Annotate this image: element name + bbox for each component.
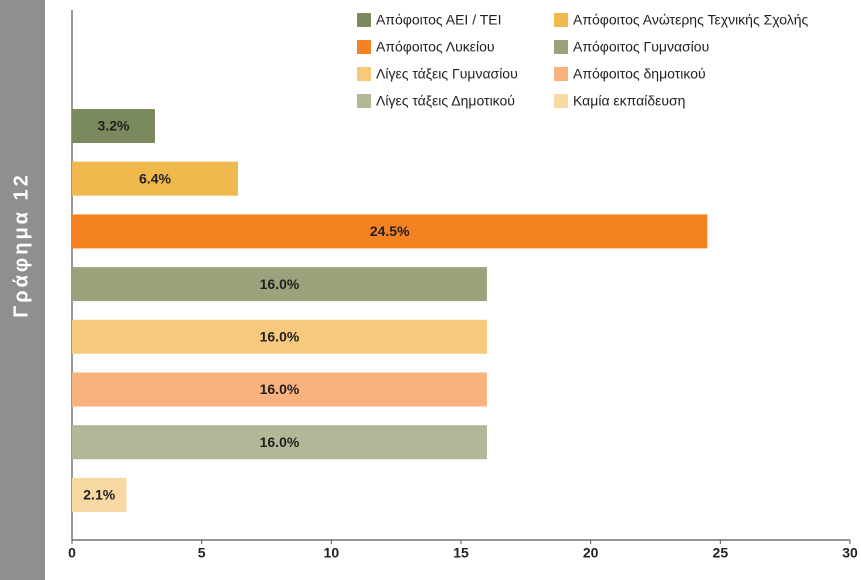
x-tick-label: 0 [68,545,76,561]
legend-label: Λίγες τάξεις Δημοτικού [376,93,515,109]
bar [72,425,487,460]
legend-label: Λίγες τάξεις Γυμνασίου [376,66,518,82]
value-label: 16.0% [260,276,300,292]
x-tick-label: 20 [583,545,599,561]
chart-title: Γράφημα 12 [10,172,32,318]
x-tick-label: 10 [324,545,340,561]
legend-swatch [357,13,371,27]
bar [72,109,155,143]
bar [72,319,487,354]
bar [72,267,487,302]
legend-swatch [357,40,371,54]
value-label: 16.0% [260,434,300,450]
legend-swatch [554,13,568,27]
value-label: 16.0% [260,381,300,397]
legend-swatch [357,67,371,81]
value-label: 2.1% [83,487,115,503]
value-label: 3.2% [98,118,130,134]
legend-swatch [554,40,568,54]
legend-label: Καμία εκπαίδευση [573,93,685,109]
legend-label: Απόφοιτος δημοτικού [573,66,706,82]
value-label: 16.0% [260,329,300,345]
legend-swatch [357,94,371,108]
value-label: 24.5% [370,223,410,239]
legend-swatch [554,67,568,81]
x-tick-label: 15 [453,545,469,561]
x-tick-label: 5 [198,545,206,561]
legend-label: Απόφοιτος Γυμνασίου [573,39,709,55]
x-tick-label: 25 [713,545,729,561]
x-tick-label: 30 [842,545,858,561]
bar [72,477,127,512]
bar [72,214,708,249]
legend-label: Απόφοιτος ΑΕΙ / ΤΕΙ [376,12,502,28]
legend-label: Απόφοιτος Λυκείου [376,39,495,55]
value-label: 6.4% [139,170,171,186]
legend-label: Απόφοιτος Ανώτερης Τεχνικής Σχολής [573,12,809,28]
bar [72,161,238,196]
side-band [0,0,45,580]
bar [72,372,487,407]
legend-swatch [554,94,568,108]
